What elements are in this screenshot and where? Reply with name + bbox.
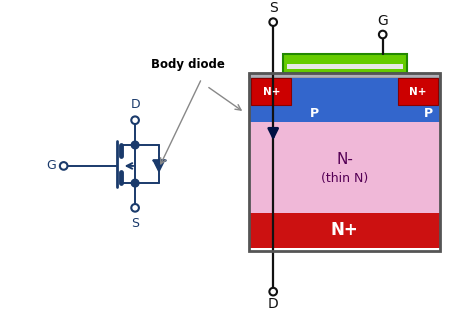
- Text: G: G: [46, 159, 56, 172]
- Bar: [286, 64, 403, 69]
- Bar: [249, 73, 440, 251]
- Circle shape: [131, 116, 139, 124]
- Text: N+: N+: [409, 87, 427, 97]
- Bar: [345, 78, 440, 122]
- Circle shape: [131, 204, 139, 212]
- Text: (thin N): (thin N): [321, 172, 368, 185]
- Bar: [398, 78, 438, 105]
- Text: S: S: [131, 217, 139, 230]
- Text: N+: N+: [331, 221, 358, 239]
- Circle shape: [269, 18, 277, 26]
- Circle shape: [131, 141, 139, 149]
- Circle shape: [60, 162, 67, 170]
- Bar: [249, 213, 440, 248]
- Text: P: P: [310, 107, 319, 120]
- Bar: [249, 122, 440, 213]
- Bar: [251, 78, 292, 105]
- Text: S: S: [269, 2, 278, 15]
- Text: N-: N-: [336, 152, 353, 167]
- Text: G: G: [377, 14, 388, 28]
- Bar: [283, 54, 407, 73]
- Circle shape: [379, 31, 386, 38]
- Polygon shape: [153, 160, 164, 172]
- Text: N+: N+: [263, 87, 280, 97]
- Text: D: D: [268, 297, 279, 311]
- Text: Body diode: Body diode: [151, 59, 224, 71]
- Bar: [249, 73, 440, 78]
- Text: P: P: [424, 107, 433, 120]
- Circle shape: [131, 179, 139, 187]
- Text: D: D: [130, 98, 140, 111]
- Bar: [249, 78, 345, 122]
- Circle shape: [269, 288, 277, 295]
